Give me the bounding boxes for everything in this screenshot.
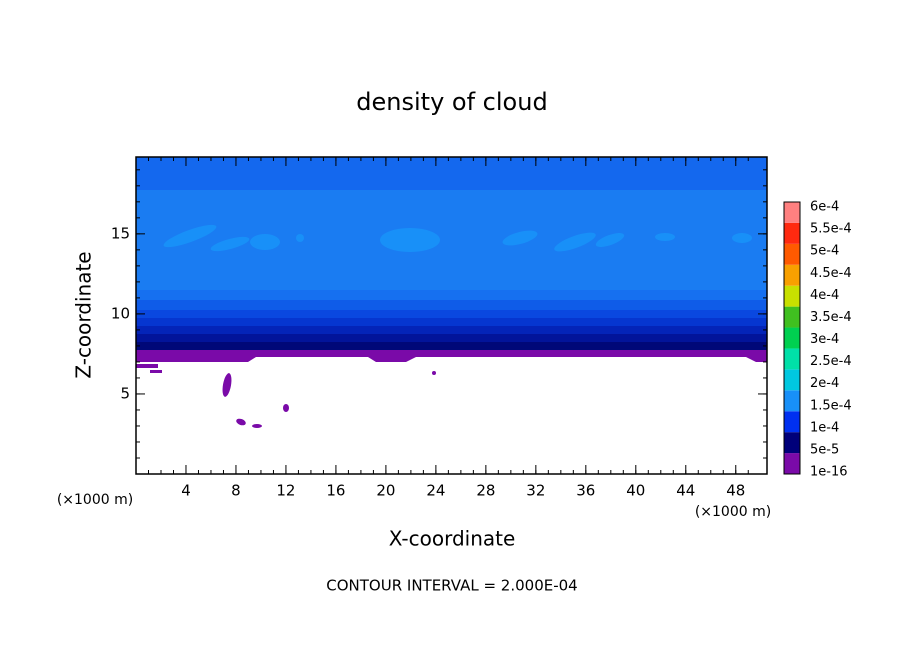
field-patch xyxy=(283,404,289,412)
field-patch xyxy=(252,424,262,428)
plot-frame xyxy=(135,156,768,475)
field-band xyxy=(136,342,767,350)
colorbar-box xyxy=(784,369,800,391)
contour-field xyxy=(136,157,767,428)
y-tick-label: 5 xyxy=(120,384,130,402)
colorbar-label: 5.5e-4 xyxy=(810,222,852,237)
x-tick-label: 24 xyxy=(426,482,445,500)
colorbar-label: 1e-4 xyxy=(810,420,839,435)
field-patch xyxy=(732,233,752,243)
colorbar-box xyxy=(784,453,800,474)
field-band xyxy=(136,334,767,342)
colorbar-box xyxy=(784,306,800,328)
field-band xyxy=(136,318,767,326)
colorbar-label: 3.5e-4 xyxy=(810,310,852,325)
field-patch xyxy=(222,373,232,397)
x-tick-label: 44 xyxy=(676,482,695,500)
x-tick-label: 40 xyxy=(626,482,645,500)
colorbar-box xyxy=(784,390,800,412)
colorbar-label: 1e-16 xyxy=(810,465,848,480)
colorbar-box xyxy=(784,264,800,286)
field-band xyxy=(136,364,162,373)
field-band xyxy=(136,350,767,362)
colorbar-box xyxy=(784,243,800,265)
colorbar-label: 3e-4 xyxy=(810,332,839,347)
x-tick-label: 12 xyxy=(276,482,295,500)
colorbar-box xyxy=(784,411,800,433)
colorbar-box xyxy=(784,285,800,307)
field-band xyxy=(136,157,767,190)
field-patch xyxy=(655,233,675,241)
field-patch xyxy=(502,230,538,246)
x-axis-label: X-coordinate xyxy=(389,527,516,551)
field-patch xyxy=(554,232,596,252)
x-tick-label: 36 xyxy=(576,482,595,500)
x-tick-label: 28 xyxy=(476,482,495,500)
colorbar-box xyxy=(784,348,800,370)
colorbar-label: 2.5e-4 xyxy=(810,354,852,369)
y-axis-label: Z-coordinate xyxy=(72,251,96,378)
field-band xyxy=(136,310,767,318)
field-band xyxy=(136,300,767,310)
colorbar-label: 5e-5 xyxy=(810,442,839,457)
colorbar-box xyxy=(784,327,800,349)
colorbar-box xyxy=(784,202,800,223)
y-tick-label: 10 xyxy=(111,304,130,322)
chart-title: density of cloud xyxy=(356,88,547,116)
colorbar-box xyxy=(784,222,800,244)
x-tick-label: 32 xyxy=(526,482,545,500)
colorbar-label: 4.5e-4 xyxy=(810,266,852,281)
y-tick-label: 15 xyxy=(111,224,130,242)
colorbar-label: 2e-4 xyxy=(810,376,839,391)
field-band xyxy=(136,326,767,334)
field-patch xyxy=(432,371,436,375)
colorbar-label: 4e-4 xyxy=(810,288,839,303)
x-tick-label: 8 xyxy=(231,482,241,500)
colorbar-label: 6e-4 xyxy=(810,200,839,215)
field-patch xyxy=(210,236,250,252)
y-unit-label: (×1000 m) xyxy=(57,492,133,508)
colorbar-box xyxy=(784,432,800,454)
field-patch xyxy=(296,234,304,242)
x-unit-label: (×1000 m) xyxy=(695,504,771,520)
x-tick-label: 4 xyxy=(181,482,191,500)
colorbar-label: 1.5e-4 xyxy=(810,398,852,413)
x-tick-label: 48 xyxy=(726,482,745,500)
x-tick-label: 16 xyxy=(326,482,345,500)
colorbar-label: 5e-4 xyxy=(810,244,839,259)
field-patch xyxy=(595,233,625,247)
field-patch xyxy=(250,234,280,250)
field-band xyxy=(136,290,767,300)
field-patch xyxy=(380,228,440,252)
field-patch xyxy=(163,224,217,248)
colorbar-frame xyxy=(783,201,801,475)
footer: CONTOUR INTERVAL = 2.000E-04 xyxy=(326,577,577,595)
field-patch xyxy=(236,418,246,426)
x-tick-label: 20 xyxy=(376,482,395,500)
